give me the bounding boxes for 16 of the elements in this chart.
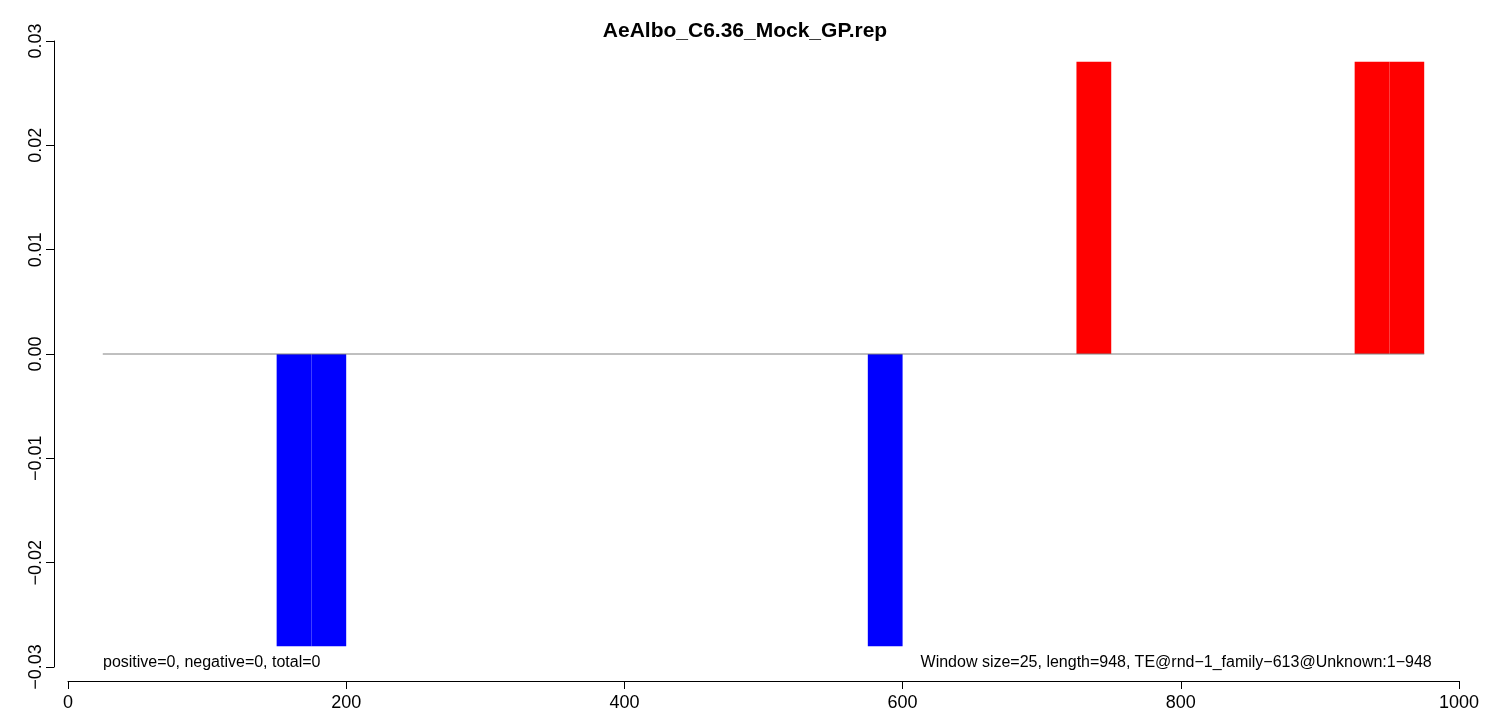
y-tick-label: −0.03 <box>25 644 45 690</box>
y-tick-label: 0.00 <box>25 336 45 372</box>
x-tick-label: 0 <box>62 692 74 712</box>
x-tick-label: 1000 <box>1438 692 1479 712</box>
annotation: Window size=25, length=948, TE@rnd−1_family−613@Unknown:1−948 <box>920 652 1432 671</box>
x-tick-label: 600 <box>887 692 918 712</box>
y-tick-label: −0.01 <box>25 435 45 482</box>
chart-title: AeAlbo_C6.36_Mock_GP.rep <box>602 18 888 41</box>
annotation: positive=0, negative=0, total=0 <box>103 652 321 670</box>
x-tick-label: 800 <box>1165 692 1196 712</box>
y-tick-label: 0.01 <box>25 232 45 268</box>
x-tick-label: 400 <box>609 692 640 712</box>
y-tick-label: −0.02 <box>25 539 45 586</box>
x-tick-label: 200 <box>331 692 362 712</box>
y-tick-label: 0.03 <box>25 23 45 59</box>
y-tick-label: 0.02 <box>25 127 45 163</box>
